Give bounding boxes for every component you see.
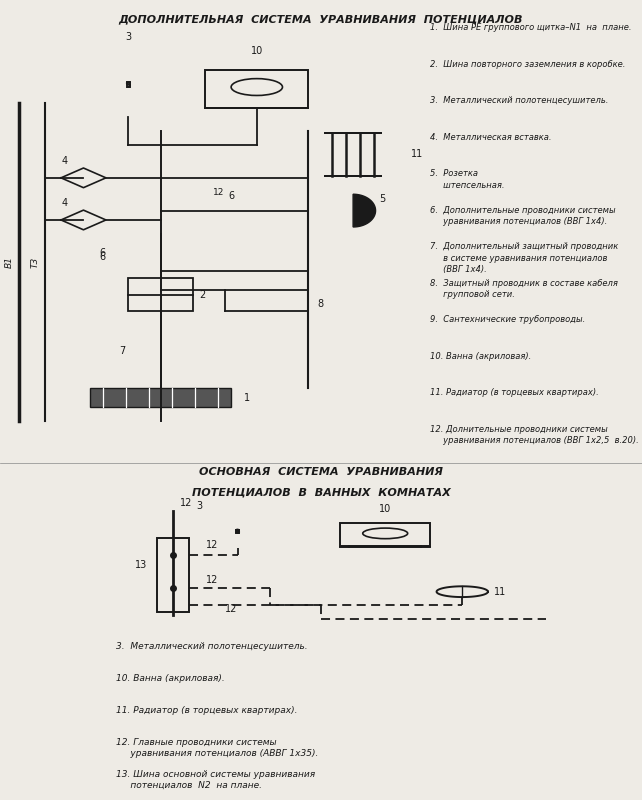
Text: 11: 11 — [494, 586, 507, 597]
Bar — [128, 278, 193, 311]
Text: ОСНОВНАЯ  СИСТЕМА  УРАВНИВАНИЯ: ОСНОВНАЯ СИСТЕМА УРАВНИВАНИЯ — [199, 467, 443, 478]
Text: ДОПОЛНИТЕЛЬНАЯ  СИСТЕМА  УРАВНИВАНИЯ  ПОТЕНЦИАЛОВ: ДОПОЛНИТЕЛЬНАЯ СИСТЕМА УРАВНИВАНИЯ ПОТЕН… — [119, 14, 523, 24]
Text: 12: 12 — [180, 498, 192, 508]
Text: 4: 4 — [61, 198, 67, 208]
Text: 8.  Защитный проводник в составе кабеля
     групповой сети.: 8. Защитный проводник в составе кабеля г… — [430, 279, 618, 299]
Text: 10: 10 — [379, 505, 392, 514]
Text: 2: 2 — [199, 290, 205, 300]
Text: 1.  Шина РЕ группового щитка–N1  на  плане.: 1. Шина РЕ группового щитка–N1 на плане. — [430, 23, 632, 33]
Text: 6: 6 — [228, 191, 234, 202]
Text: 7.  Дополнительный защитный проводник
     в системе уравнивания потенциалов
   : 7. Дополнительный защитный проводник в с… — [430, 242, 618, 274]
Text: 3: 3 — [125, 32, 132, 42]
Text: 7: 7 — [119, 346, 125, 356]
Text: 3.  Металлический полотенцесушитель.: 3. Металлический полотенцесушитель. — [430, 97, 609, 106]
Text: 13: 13 — [135, 560, 148, 570]
Text: 8: 8 — [318, 299, 324, 310]
Text: 12. Главные проводники системы
     уравнивания потенциалов (АВВГ 1х35).: 12. Главные проводники системы уравниван… — [116, 738, 318, 758]
Text: 4.  Металлическая вставка.: 4. Металлическая вставка. — [430, 133, 551, 142]
Text: 12: 12 — [205, 575, 218, 585]
Text: 12: 12 — [213, 187, 224, 197]
Text: 2.  Шина повторного заземления в коробке.: 2. Шина повторного заземления в коробке. — [430, 60, 625, 69]
Text: B1: B1 — [5, 256, 14, 268]
Text: ПОТЕНЦИАЛОВ  В  ВАННЫХ  КОМНАТАХ: ПОТЕНЦИАЛОВ В ВАННЫХ КОМНАТАХ — [191, 487, 451, 498]
Bar — [340, 523, 430, 546]
Text: 6: 6 — [100, 253, 106, 262]
Bar — [90, 389, 231, 407]
Text: 5.  Розетка
     штепсельная.: 5. Розетка штепсельная. — [430, 170, 505, 190]
Text: 12: 12 — [205, 540, 218, 550]
Text: 6: 6 — [100, 248, 106, 258]
Text: T3: T3 — [31, 257, 40, 268]
Text: 6.  Дополнительные проводники системы
     уравнивания потенциалов (ВВГ 1х4).: 6. Дополнительные проводники системы ура… — [430, 206, 616, 226]
Polygon shape — [353, 194, 376, 227]
Text: 3.  Металлический полотенцесушитель.: 3. Металлический полотенцесушитель. — [116, 642, 307, 651]
Text: 11: 11 — [411, 150, 423, 159]
Text: 5: 5 — [379, 194, 385, 204]
Text: 12: 12 — [225, 603, 238, 614]
Text: 12. Долнительные проводники системы
     уравнивания потенциалов (ВВГ 1х2,5  в.2: 12. Долнительные проводники системы урав… — [430, 425, 639, 446]
Bar — [205, 70, 308, 108]
Text: 10: 10 — [250, 46, 263, 56]
Text: 11. Радиатор (в торцевых квартирах).: 11. Радиатор (в торцевых квартирах). — [116, 706, 297, 715]
Text: 10. Ванна (акриловая).: 10. Ванна (акриловая). — [430, 352, 532, 361]
Text: 9.  Сантехнические трубопроводы.: 9. Сантехнические трубопроводы. — [430, 315, 586, 325]
Text: 10. Ванна (акриловая).: 10. Ванна (акриловая). — [116, 674, 224, 683]
Text: 1: 1 — [244, 393, 250, 403]
Text: 11. Радиатор (в торцевых квартирах).: 11. Радиатор (в торцевых квартирах). — [430, 389, 599, 398]
Text: 13. Шина основной системы уравнивания
     потенциалов  N2  на плане.: 13. Шина основной системы уравнивания по… — [116, 770, 315, 790]
Text: 3: 3 — [196, 501, 202, 511]
Text: 4: 4 — [61, 156, 67, 166]
Bar — [157, 538, 189, 612]
